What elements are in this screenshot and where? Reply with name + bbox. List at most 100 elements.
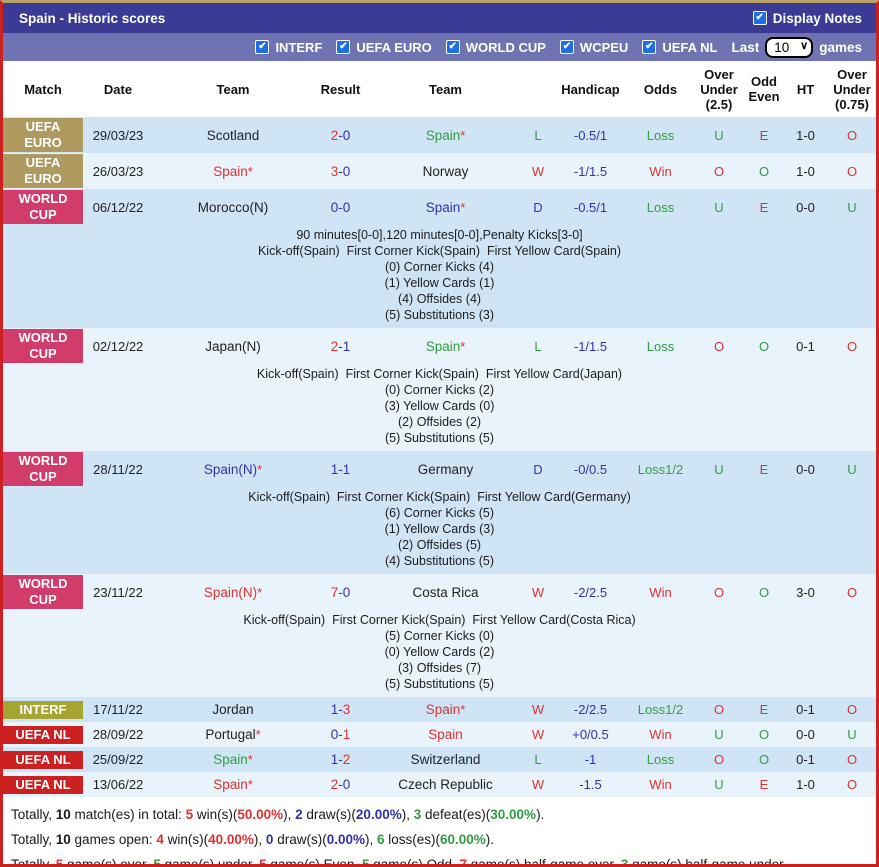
half-time-cell: 0-0 xyxy=(783,189,828,225)
team-name: Spain xyxy=(428,727,463,742)
odd-even-cell: O xyxy=(745,574,783,610)
team-cell-home: Morocco(N) xyxy=(153,189,313,225)
wld-cell: W xyxy=(523,574,553,610)
summary-segment: ). xyxy=(536,807,545,822)
summary-segment: win(s)( xyxy=(193,807,238,822)
checkbox-icon[interactable]: ✔ xyxy=(559,40,574,54)
competition-badge-cell: UEFA NL xyxy=(3,747,83,772)
odd-even-cell: O xyxy=(745,722,783,747)
summary-segment: 3 xyxy=(413,807,422,822)
summary-segment: 0.00% xyxy=(326,832,365,847)
team-cell-home: Spain* xyxy=(153,747,313,772)
odd-even-cell: E xyxy=(745,772,783,797)
over-under-0-75-cell: O xyxy=(828,328,876,364)
away-score: 0 xyxy=(342,127,351,143)
wld-cell: W xyxy=(523,153,553,189)
summary-segment: 5 xyxy=(361,857,370,867)
competition-filter-label: WCPEU xyxy=(579,39,629,55)
summary-segment: game(s) Odd, xyxy=(369,857,460,867)
match-notes-row: 90 minutes[0-0],120 minutes[0-0],Penalty… xyxy=(3,225,876,328)
column-header-over-under-2.5-: Over Under (2.5) xyxy=(693,61,745,117)
page-title: Spain - Historic scores xyxy=(19,10,166,26)
match-row: UEFA NL 25/09/22 Spain* 1-2 Switzerland L -1 Lo… xyxy=(3,747,876,772)
summary-segment: 0 xyxy=(265,832,274,847)
date-cell: 28/11/22 xyxy=(83,451,153,487)
home-away-star: * xyxy=(460,338,466,354)
checkbox-icon[interactable]: ✔ xyxy=(336,40,351,54)
team-name: Spain(N) xyxy=(203,584,258,600)
home-away-star: * xyxy=(460,127,466,143)
score-separator: - xyxy=(338,777,343,792)
team-cell-home: Spain* xyxy=(153,153,313,189)
match-note-line: Kick-off(Spain) First Corner Kick(Spain)… xyxy=(257,244,622,258)
half-time-cell: 0-0 xyxy=(783,722,828,747)
checkbox-icon[interactable]: ✔ xyxy=(445,40,460,54)
team-cell-away: Switzerland xyxy=(368,747,523,772)
team-cell-home: Spain(N)* xyxy=(153,451,313,487)
match-notes-cell: Kick-off(Spain) First Corner Kick(Spain)… xyxy=(3,610,876,697)
competition-filter-uefa-euro[interactable]: ✔ UEFA EURO xyxy=(336,40,432,55)
odd-even-cell: O xyxy=(745,747,783,772)
result-cell: 0-0 xyxy=(313,189,368,225)
over-under-2-5-cell: O xyxy=(693,697,745,722)
team-cell-home: Jordan xyxy=(153,697,313,722)
competition-filter-world-cup[interactable]: ✔ WORLD CUP xyxy=(445,40,546,55)
match-note-line: (5) Substitutions (3) xyxy=(384,308,495,322)
odd-even-cell: O xyxy=(745,153,783,189)
column-header-ht: HT xyxy=(783,61,828,117)
summary-segment: defeat(es)( xyxy=(421,807,491,822)
summary-segment: ). xyxy=(485,832,495,847)
half-time-cell: 0-1 xyxy=(783,328,828,364)
competition-filter-uefa-nl[interactable]: ✔ UEFA NL xyxy=(642,40,717,55)
team-cell-home: Spain* xyxy=(153,772,313,797)
odds-cell: Win xyxy=(628,722,693,747)
competition-badge: UEFA NL xyxy=(3,750,83,769)
team-cell-away: Costa Rica xyxy=(368,574,523,610)
odds-cell: Loss1/2 xyxy=(628,451,693,487)
match-note-line: (0) Corner Kicks (4) xyxy=(384,260,495,274)
over-under-2-5-cell: U xyxy=(693,451,745,487)
summary-segment: 60.00% xyxy=(440,832,486,847)
date-cell: 26/03/23 xyxy=(83,153,153,189)
match-row: UEFA EURO 26/03/23 Spain* 3-0 Norway W -1/1.5 W… xyxy=(3,153,876,189)
wld-cell: L xyxy=(523,117,553,153)
odds-cell: Loss xyxy=(628,747,693,772)
summary-segment: win(s)( xyxy=(163,832,209,847)
result-cell: 3-0 xyxy=(313,153,368,189)
display-notes-toggle[interactable]: ✔ Display Notes xyxy=(752,11,862,26)
filter-bar: ✔ INTERF ✔ UEFA EURO ✔ WORLD CUP ✔ WCPEU ✔ UEFA N… xyxy=(3,33,876,61)
team-cell-away: Spain* xyxy=(368,697,523,722)
competition-filter-interf[interactable]: ✔ INTERF xyxy=(255,40,322,55)
team-name: Japan(N) xyxy=(205,338,261,354)
summary-segment: 6 xyxy=(376,832,385,847)
date-cell: 13/06/22 xyxy=(83,772,153,797)
summary-segment: match(es) in total: xyxy=(70,807,186,822)
result-cell: 2-1 xyxy=(313,328,368,364)
team-cell-away: Norway xyxy=(368,153,523,189)
odds-cell: Win xyxy=(628,574,693,610)
team-cell-away: Spain* xyxy=(368,189,523,225)
half-time-cell: 1-0 xyxy=(783,117,828,153)
home-score: 1 xyxy=(330,752,339,767)
over-under-0-75-cell: U xyxy=(828,722,876,747)
odd-even-cell: E xyxy=(745,451,783,487)
date-cell: 29/03/23 xyxy=(83,117,153,153)
summary-line-3: Totally, 5 game(s) over, 5 game(s) under… xyxy=(11,852,868,867)
last-games-select[interactable]: 10 xyxy=(765,36,814,58)
summary-segment: Totally, xyxy=(11,857,56,867)
checkbox-icon[interactable]: ✔ xyxy=(642,40,657,54)
checkbox-icon[interactable]: ✔ xyxy=(255,40,270,54)
summary-segment: game(s) over, xyxy=(63,857,154,867)
team-name: Spain xyxy=(425,199,461,215)
display-notes-checkbox-icon[interactable]: ✔ xyxy=(752,11,767,25)
result-cell: 1-2 xyxy=(313,747,368,772)
competition-badge-cell: UEFA NL xyxy=(3,772,83,797)
wld-cell: D xyxy=(523,189,553,225)
summary-segment: ), xyxy=(283,807,296,822)
competition-filter-wcpeu[interactable]: ✔ WCPEU xyxy=(559,39,629,55)
date-cell: 02/12/22 xyxy=(83,328,153,364)
home-score: 2 xyxy=(330,127,339,143)
summary-segment: 4 xyxy=(156,832,164,847)
column-header-over-under-0.75-: Over Under (0.75) xyxy=(828,61,876,117)
competition-badge: WORLD CUP xyxy=(3,190,83,224)
